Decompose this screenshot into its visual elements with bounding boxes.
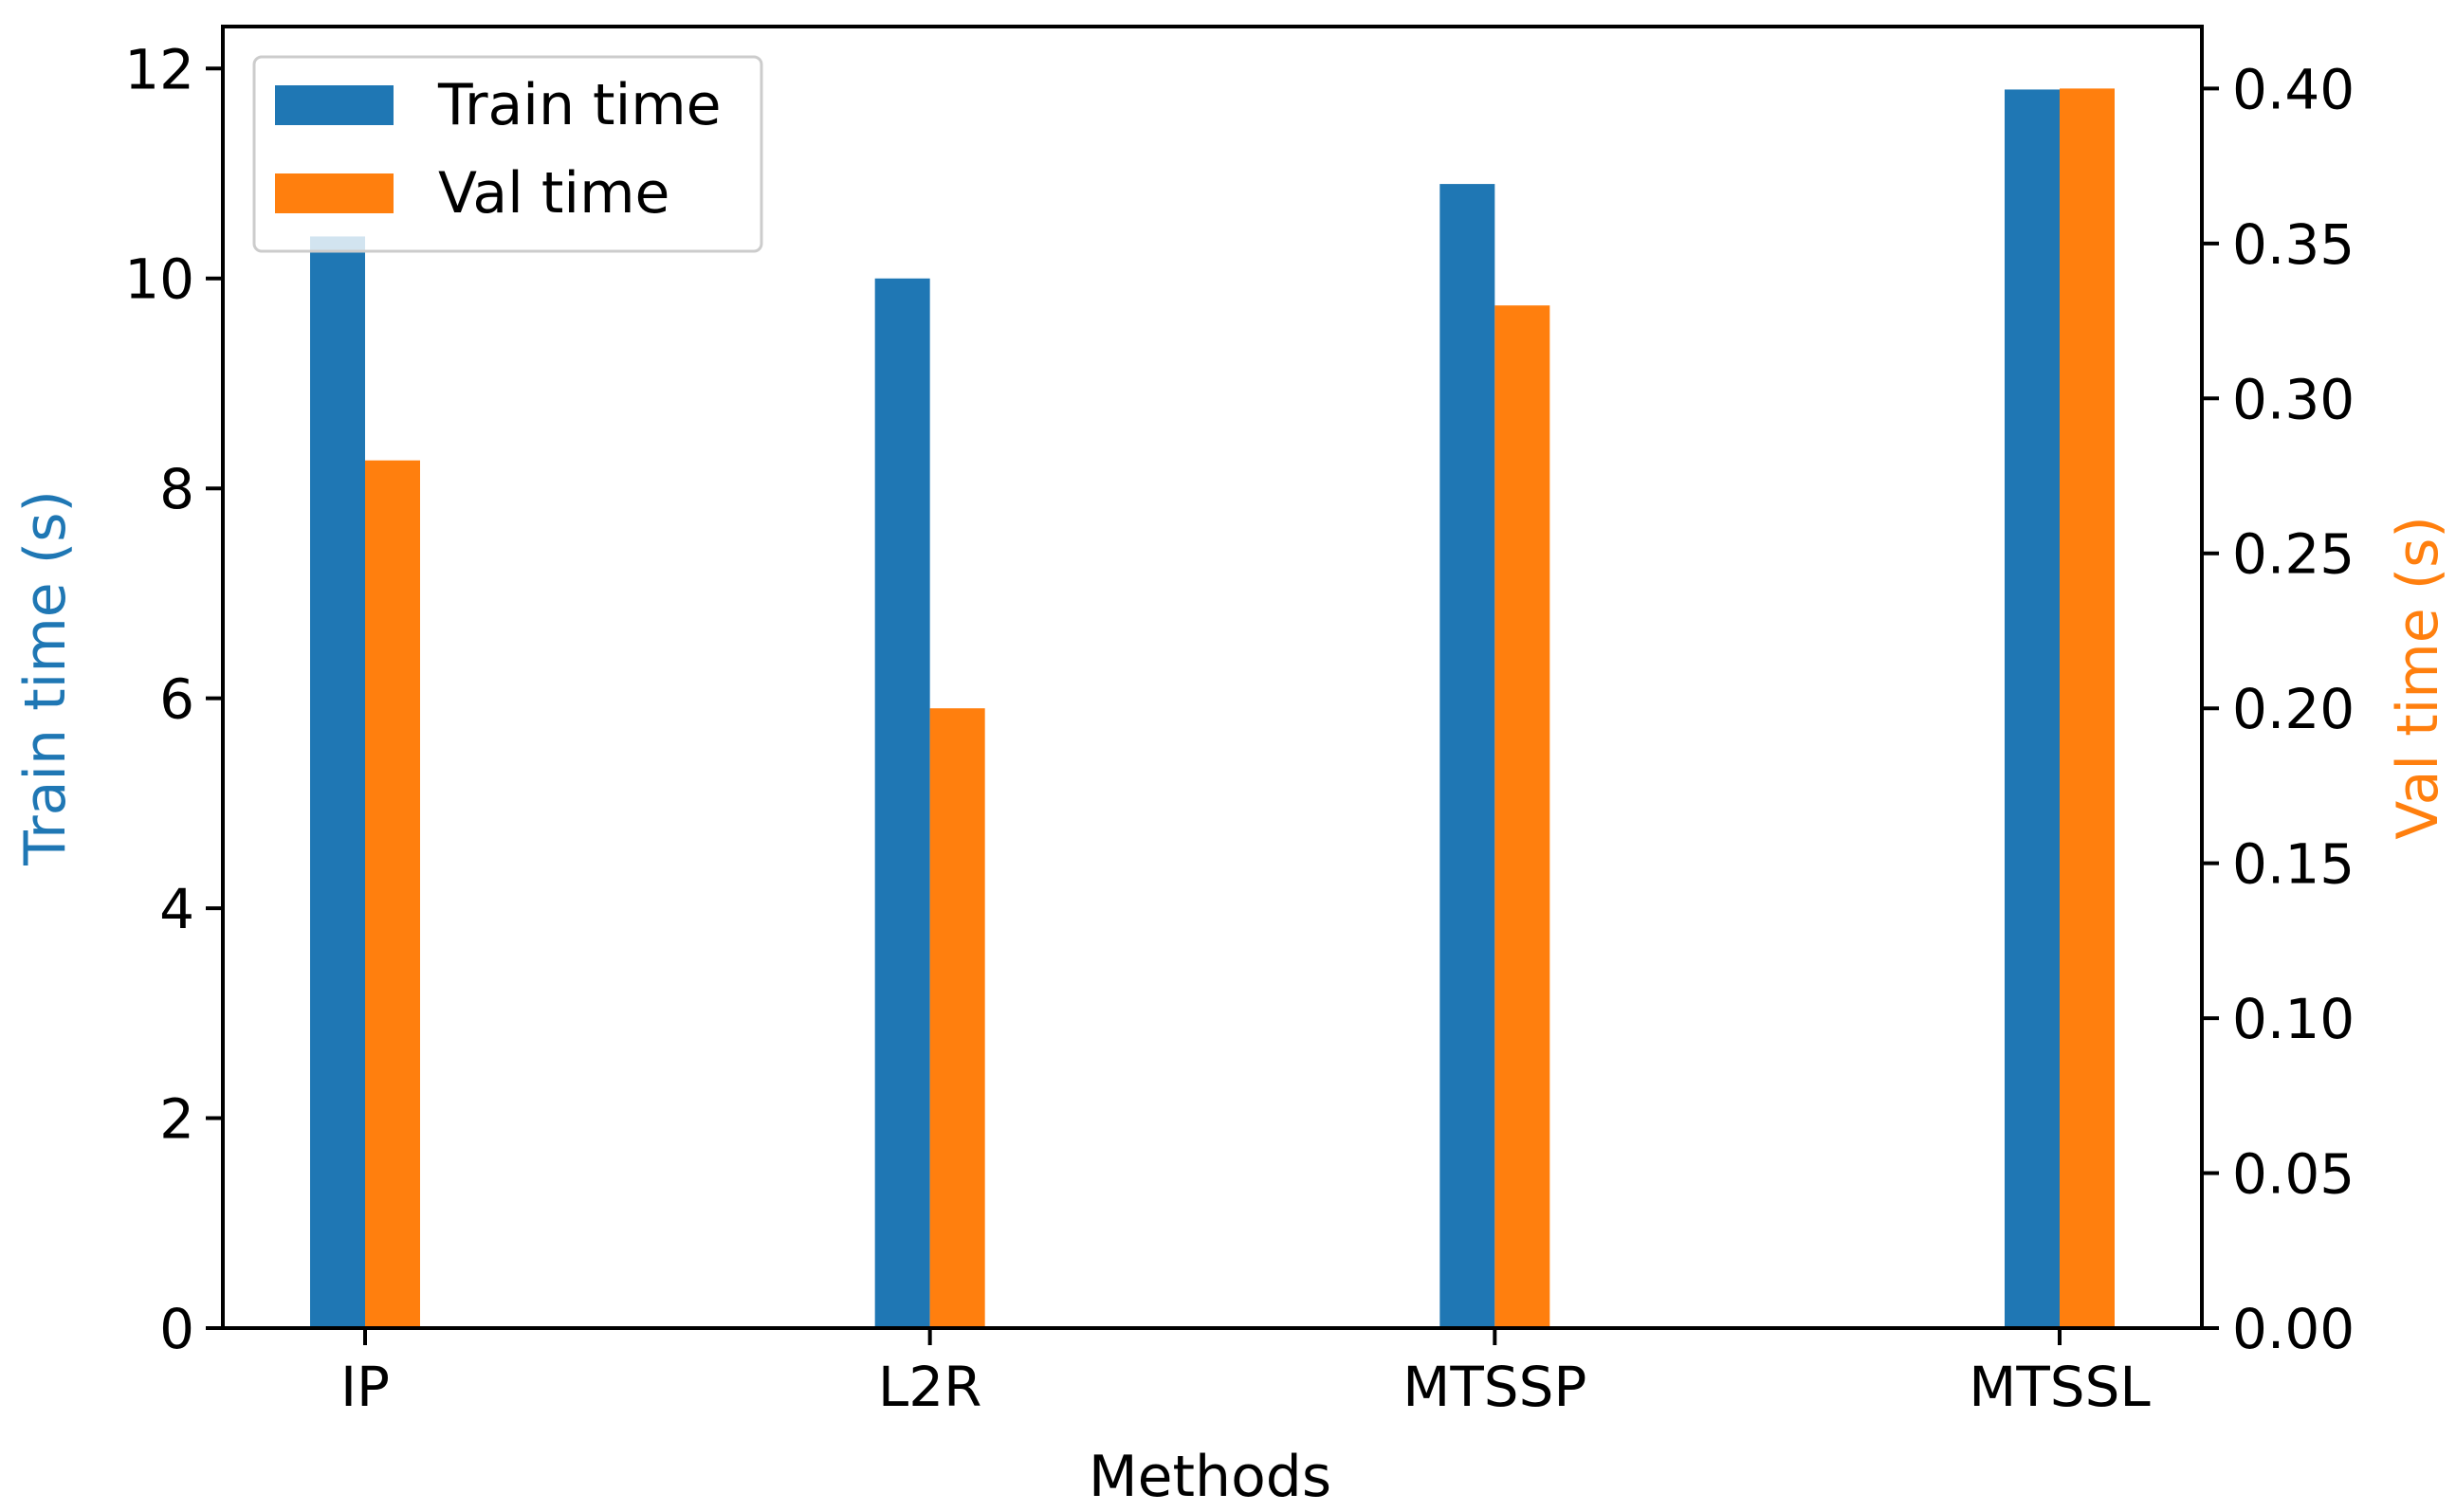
bar-val-time-mtssl bbox=[2060, 88, 2115, 1328]
left-tick-label: 12 bbox=[124, 37, 194, 101]
bar-val-time-l2r bbox=[929, 708, 985, 1328]
x-tick-label-l2r: L2R bbox=[878, 1355, 982, 1419]
x-tick-label-ip: IP bbox=[340, 1355, 390, 1419]
right-tick-label: 0.05 bbox=[2232, 1142, 2355, 1207]
left-tick-label: 10 bbox=[124, 247, 194, 312]
right-axis-ticks: 0.00 0.05 0.10 0.15 0.20 0.25 0.30 0.35 0.40 bbox=[2202, 57, 2355, 1361]
x-axis-ticks: IP L2R MTSSP MTSSL bbox=[340, 1328, 2151, 1419]
right-tick-label: 0.15 bbox=[2232, 832, 2355, 897]
right-tick-label: 0.10 bbox=[2232, 987, 2355, 1051]
left-tick-label: 4 bbox=[159, 877, 194, 941]
right-tick-label: 0.40 bbox=[2232, 57, 2355, 121]
x-tick-label-mtssp: MTSSP bbox=[1402, 1355, 1586, 1419]
left-tick-label: 8 bbox=[159, 457, 194, 521]
bar-train-time-ip bbox=[310, 236, 365, 1328]
x-axis-label: Methods bbox=[1089, 1444, 1331, 1510]
right-tick-label: 0.25 bbox=[2232, 522, 2355, 587]
right-tick-label: 0.20 bbox=[2232, 677, 2355, 741]
plot-frame bbox=[221, 25, 2204, 1330]
bar-val-time-mtssp bbox=[1494, 305, 1550, 1328]
legend-label-train-time: Train time bbox=[437, 72, 722, 138]
left-tick-label: 2 bbox=[159, 1087, 194, 1152]
left-tick-label: 6 bbox=[159, 667, 194, 732]
left-axis-ticks: 0 2 4 6 8 10 12 bbox=[124, 37, 223, 1361]
left-tick-label: 0 bbox=[159, 1297, 194, 1361]
x-tick-label-mtssl: MTSSL bbox=[1969, 1355, 2150, 1419]
right-axis-label: Val time (s) bbox=[2385, 516, 2451, 840]
right-tick-label: 0.35 bbox=[2232, 212, 2355, 277]
bar-val-time-ip bbox=[365, 460, 420, 1329]
bar-train-time-l2r bbox=[874, 278, 930, 1328]
right-tick-label: 0.30 bbox=[2232, 367, 2355, 431]
left-axis-label: Train time (s) bbox=[12, 490, 79, 866]
bar-train-time-mtssp bbox=[1439, 184, 1495, 1328]
legend: Train time Val time bbox=[252, 55, 763, 253]
legend-swatch-val-time bbox=[275, 173, 394, 213]
legend-label-val-time: Val time bbox=[438, 160, 669, 227]
bars-group bbox=[310, 88, 2115, 1329]
legend-swatch-train-time bbox=[275, 85, 394, 125]
right-tick-label: 0.00 bbox=[2232, 1297, 2355, 1361]
bar-train-time-mtssl bbox=[2005, 89, 2060, 1328]
